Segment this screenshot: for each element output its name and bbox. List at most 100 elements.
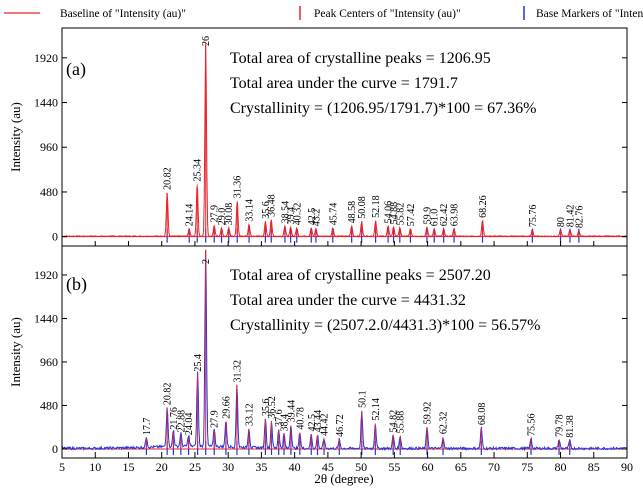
x-tick-label: 90 [621,460,633,474]
peak-label: 36.48 [267,194,278,217]
peak-label: 24.04 [184,413,195,436]
peak-label: 20.82 [163,167,174,190]
peak-label: 61.0 [430,209,441,227]
peak-label: 39.44 [286,400,297,423]
y-tick-label: 960 [40,355,58,369]
peak-label: 40.78 [295,407,306,430]
panel-a: 20.82 24.14 25.34 26 27.929.030.08 31.3633.14… [8,27,628,247]
peak-label: 33.12 [244,404,255,427]
y-tick-label: 1440 [34,311,58,325]
peak-label: 62.32 [439,412,450,435]
peak-label: 2 [201,259,212,264]
panel-a-area-total: Total area under the curve = 1791.7 [230,75,458,92]
x-tick-label: 50 [355,460,367,474]
peak-label: 55.88 [396,411,407,434]
peak-label: 20.82 [163,383,174,406]
peak-label: 43.2 [311,209,322,227]
x-tick-label: 45 [322,460,334,474]
x-tick-label: 30 [222,460,234,474]
x-tick-label: 5 [59,460,65,474]
x-axis-ticks: 5 10 15 20 25 30 35 40 45 50 55 60 65 70 75 80 85 90 [59,241,633,474]
y-tick-label: 1920 [34,51,58,65]
panel-b-crystallinity: Crystallinity = (2507.2.0/4431.3)*100 = … [230,317,540,334]
peak-label: 80 [556,217,567,227]
y-tick-label: 1440 [34,96,58,110]
peak-label: 17.7 [142,418,153,436]
peak-label: 27.9 [210,205,221,223]
x-tick-label: 70 [488,460,500,474]
x-tick-label: 40 [289,460,301,474]
peak-label: 82.76 [574,206,585,229]
peak-label: 37.6 [274,409,285,427]
peak-label: 57.42 [406,204,417,227]
peak-label: 31.32 [232,360,243,383]
peak-label: 27.9 [210,410,221,428]
peak-label: 35.6 [261,399,272,417]
x-tick-label: 35 [255,460,267,474]
peak-label: 29.66 [221,396,232,419]
peak-label: 38.4 [280,414,291,432]
peak-label: 75.76 [528,205,539,228]
panel-a-y-ticks: 0 480 960 1440 1920 [34,51,627,244]
peak-label: 39.4 [286,207,297,225]
x-tick-label: 25 [189,460,201,474]
peak-label: 54.06 [384,201,395,224]
peak-label: 63.98 [450,204,461,227]
peak-label: 75.56 [527,413,538,436]
peak-label: 22.88 [176,410,187,433]
peak-label: 42.5 [307,208,318,226]
peak-label: 52.14 [371,398,382,421]
peak-label: 54.82 [389,410,400,433]
peak-label: 68.26 [478,195,489,218]
peak-label: 31.36 [233,176,244,199]
peak-label: 45.74 [328,203,339,226]
x-tick-label: 85 [588,460,600,474]
panel-b-area-crystalline: Total area of crystalline peaks = 2507.2… [230,267,491,284]
legend-peak-label: Peak Centers of "Intensity (au)" [314,8,461,20]
peak-label: 79.78 [555,414,566,437]
peak-label: 24.14 [185,204,196,227]
y-tick-label: 1920 [34,268,58,282]
peak-label: 21.76 [169,407,180,430]
panel-b-area-total: Total area under the curve = 4431.32 [230,292,466,309]
peak-label: 40.32 [292,203,303,226]
y-tick-label: 0 [52,230,58,244]
peak-label: 62.42 [439,204,450,227]
legend: Baseline of "Intensity (au)" Peak Center… [4,6,643,20]
peak-label: 50.08 [357,196,368,219]
x-tick-label: 10 [89,460,101,474]
peak-label: 54.88 [389,202,400,225]
panel-a-y-axis-label: Intensity (au) [8,102,23,172]
peak-label: 46.72 [335,414,346,437]
peak-label: 68.08 [477,403,488,426]
peak-label: 35.6 [261,201,272,219]
x-tick-label: 20 [156,460,168,474]
x-tick-label: 55 [388,460,400,474]
peak-label: 29.0 [217,208,228,226]
peak-label: 50.1 [357,390,368,408]
peak-label: 59.9 [422,207,433,225]
x-tick-label: 60 [422,460,434,474]
panel-b-label: (b) [66,274,87,295]
panel-b-frame [61,245,628,459]
x-tick-label: 75 [521,460,533,474]
peak-label: 52.18 [371,195,382,218]
peak-label: 25.4 [193,354,204,372]
x-tick-label: 80 [555,460,567,474]
peak-label: 59.92 [423,402,434,425]
y-tick-label: 0 [52,442,58,456]
intensity-curve [62,44,628,238]
peak-label: 44.42 [320,413,331,436]
peak-label: 81.42 [565,205,576,228]
peak-label: 25.34 [193,159,204,182]
peak-label: 33.14 [245,199,256,222]
peak-label: 38.54 [280,201,291,224]
peak-label: 48.58 [347,201,358,224]
legend-marker-label: Base Markers of "Intensity (au)" [536,8,643,20]
peak-label: 26 [201,36,212,46]
x-tick-label: 15 [122,460,134,474]
peak-label: 55.82 [395,203,406,226]
